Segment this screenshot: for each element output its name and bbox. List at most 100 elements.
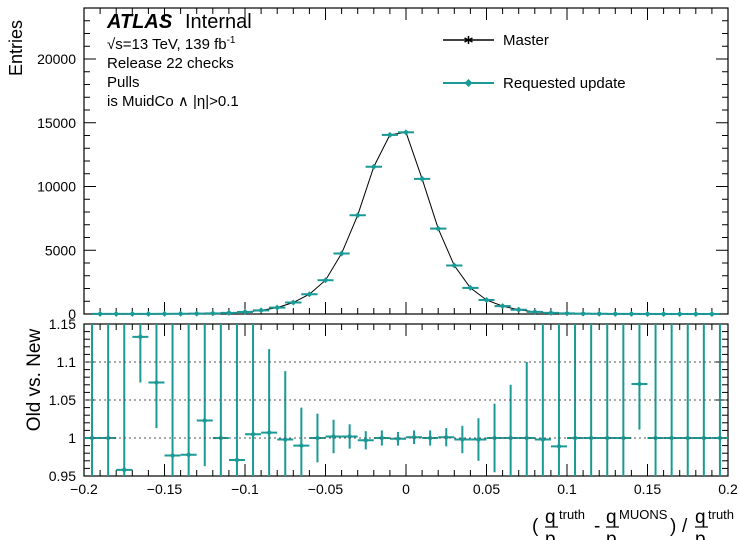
xlabel-q3: q <box>695 507 706 528</box>
energy-superscript: -1 <box>227 35 236 46</box>
pulls-annotation: Pulls <box>107 74 140 91</box>
ratio-point-marker <box>282 436 289 443</box>
update-point-marker <box>338 250 345 257</box>
atlas-label-status: Internal <box>185 11 252 33</box>
xlabel-truth-sup-1: truth <box>559 507 585 522</box>
ratio-point-marker <box>684 435 691 441</box>
update-point-marker <box>161 310 168 317</box>
legend-master-label: Master <box>503 32 549 49</box>
update-point-marker <box>322 277 329 284</box>
top-panel: 0 5000 10000 15000 20000 <box>37 7 729 322</box>
update-point-marker <box>129 310 136 317</box>
ratio-point-marker <box>137 333 144 340</box>
update-point-marker <box>692 310 699 317</box>
ratio-point-marker <box>620 435 627 441</box>
update-point-marker <box>225 309 232 316</box>
update-point-marker <box>564 310 570 317</box>
ratio-point-marker <box>298 442 305 449</box>
ratio-point-marker <box>105 435 112 441</box>
update-point-marker <box>193 310 200 317</box>
xlabel-muons-sup: MUONS <box>619 507 668 522</box>
ratio-point-marker <box>169 452 176 459</box>
ratio-point-marker <box>121 466 128 473</box>
ratio-y-tick-label: 1 <box>68 430 76 446</box>
ratio-point-marker <box>185 451 192 458</box>
update-point-marker <box>209 310 216 317</box>
xlabel-slash: / <box>682 516 688 537</box>
legend-entry-master: Master <box>443 32 549 49</box>
xlabel-truth-sup-2: truth <box>708 507 734 522</box>
update-point-marker <box>660 310 667 317</box>
update-point-marker <box>386 131 393 138</box>
ratio-point-marker <box>443 434 450 441</box>
ratio-point-marker <box>523 435 530 441</box>
update-point-marker <box>531 308 538 315</box>
ratio-x-tick-label: −0.05 <box>308 481 344 497</box>
ratio-point-marker <box>362 437 369 444</box>
update-point-marker <box>242 308 248 315</box>
top-y-tick-label: 20000 <box>37 51 76 67</box>
update-point-marker <box>628 310 635 317</box>
ratio-x-axis-label: ( q p truth - q p MUONS ) / q p truth <box>532 507 734 540</box>
ratio-point-marker <box>588 435 595 441</box>
xlabel-q1: q <box>545 507 556 528</box>
ratio-point-marker <box>89 435 96 441</box>
update-point-marker <box>596 310 603 317</box>
legend-master-marker <box>464 36 473 44</box>
update-point-marker <box>483 296 490 303</box>
ratio-x-tick-label: 0.15 <box>634 481 661 497</box>
ratio-point-marker <box>250 431 257 438</box>
ratio-point-marker <box>668 435 675 441</box>
ratio-y-tick-label: 0.95 <box>49 468 76 484</box>
update-point-marker <box>547 309 554 316</box>
ratio-point-marker <box>201 417 208 424</box>
update-point-marker <box>306 291 313 298</box>
xlabel-p2: p <box>606 529 617 540</box>
ratio-y-tick-label: 1.05 <box>49 392 76 408</box>
update-point-marker <box>274 304 281 311</box>
ratio-x-tick-label: 0 <box>402 481 410 497</box>
update-point-marker <box>419 175 426 182</box>
ratio-y-tick-label: 1.15 <box>49 316 76 332</box>
ratio-x-tick-label: −0.2 <box>70 481 98 497</box>
ratio-point-marker <box>636 381 643 388</box>
ratio-point-marker <box>555 443 562 450</box>
ratio-point-marker <box>394 435 401 442</box>
top-y-tick-label: 0 <box>68 306 76 322</box>
update-point-marker <box>499 303 506 310</box>
energy-annotation: √s=13 TeV, 139 fb-1 <box>107 35 236 53</box>
energy-text: √s=13 TeV, 139 fb <box>107 36 227 53</box>
ratio-point-marker <box>346 433 353 440</box>
update-point-marker <box>708 310 715 317</box>
ratio-x-tick-label: 0.2 <box>718 481 738 497</box>
update-point-marker <box>145 310 152 317</box>
xlabel-p3: p <box>695 529 706 540</box>
ratio-y-tick-label: 1.1 <box>57 354 77 370</box>
update-point-marker <box>258 307 265 314</box>
legend-update-label: Requested update <box>503 75 626 92</box>
xlabel-minus: - <box>594 516 600 537</box>
top-y-tick-label: 10000 <box>37 179 76 195</box>
update-point-marker <box>354 212 361 219</box>
update-point-marker <box>290 299 297 306</box>
ratio-x-tick-label: −0.15 <box>147 481 183 497</box>
ratio-y-axis-label: Old vs. New <box>24 329 45 432</box>
atlas-label: ATLAS Internal <box>106 11 252 33</box>
update-point-marker <box>403 129 409 136</box>
update-point-marker <box>370 163 377 170</box>
update-point-marker <box>451 262 458 269</box>
ratio-x-tick-label: 0.1 <box>557 481 577 497</box>
ratio-point-marker <box>266 429 273 436</box>
update-point-marker <box>113 310 120 317</box>
update-point-marker <box>467 284 474 291</box>
ratio-point-marker <box>411 434 418 441</box>
xlabel-close-paren: ) <box>670 516 676 537</box>
legend-entry-requested-update: Requested update <box>443 75 626 92</box>
top-y-axis-label: Entries <box>6 20 26 76</box>
ratio-point-marker <box>233 457 240 464</box>
ratio-point-marker <box>153 379 160 386</box>
update-point-marker <box>435 225 442 232</box>
legend-update-marker <box>464 79 473 87</box>
top-y-tick-label: 15000 <box>37 115 76 131</box>
ratio-point-marker <box>378 435 385 441</box>
